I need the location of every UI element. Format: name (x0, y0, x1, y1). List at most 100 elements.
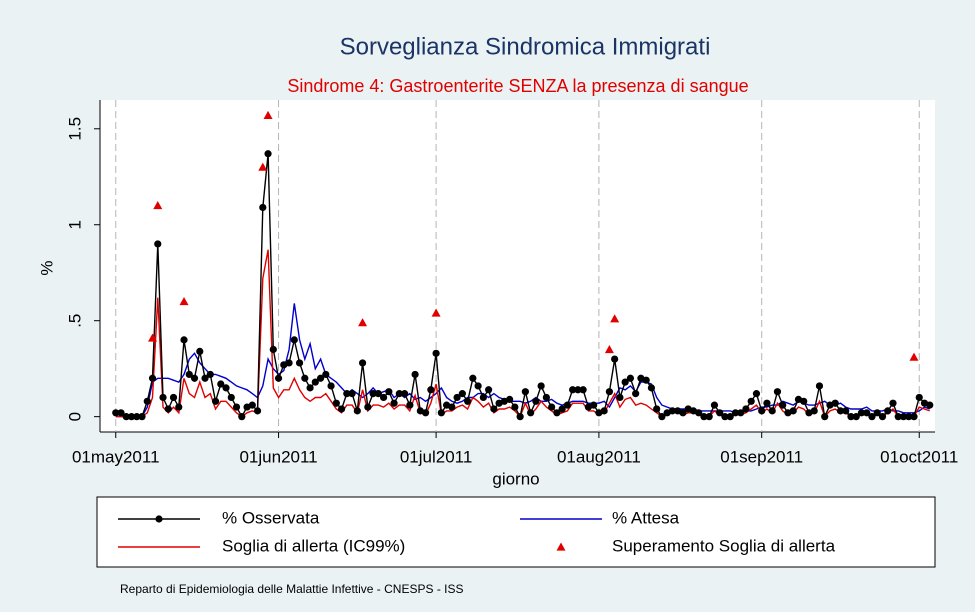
point (153, 201, 163, 210)
point (653, 405, 661, 413)
legend-marker (556, 542, 566, 551)
point (427, 386, 435, 394)
point (873, 409, 881, 417)
point (133, 413, 141, 421)
point (574, 386, 582, 394)
point (143, 397, 151, 405)
point (800, 397, 808, 405)
point (852, 413, 860, 421)
point (558, 405, 566, 413)
point (358, 318, 368, 327)
point (264, 150, 272, 158)
point (878, 413, 887, 421)
point (274, 374, 283, 382)
point (768, 407, 776, 415)
point (337, 405, 346, 413)
point (180, 336, 188, 344)
point (263, 110, 273, 119)
point (196, 347, 204, 355)
point (369, 390, 377, 398)
point (616, 393, 624, 402)
point (259, 203, 267, 212)
point (700, 413, 708, 421)
point (395, 390, 403, 398)
point (385, 388, 393, 396)
point (206, 370, 214, 379)
point (227, 393, 235, 402)
point (374, 390, 382, 398)
point (710, 401, 719, 409)
point (159, 393, 167, 402)
point (364, 403, 372, 411)
point (201, 374, 209, 382)
point (332, 399, 340, 407)
point (779, 401, 787, 409)
point (642, 376, 650, 384)
legend-box (96, 496, 936, 568)
point (752, 390, 761, 398)
point (773, 388, 782, 396)
point (758, 407, 766, 415)
point (857, 409, 866, 417)
point (716, 409, 724, 417)
point (626, 374, 635, 382)
point (905, 413, 913, 421)
point (390, 399, 398, 407)
point (647, 384, 656, 392)
point (311, 378, 319, 386)
point (668, 407, 677, 415)
point (909, 352, 919, 361)
point (248, 401, 256, 409)
point (358, 359, 367, 367)
point (322, 370, 330, 379)
point (863, 409, 871, 417)
plot-area (100, 100, 935, 432)
y-tick-label: 0 (65, 412, 84, 421)
point (179, 297, 189, 306)
point (285, 359, 293, 367)
point (185, 370, 193, 379)
point (731, 409, 740, 417)
point (154, 240, 162, 248)
point (400, 390, 409, 398)
point (726, 413, 734, 421)
point (316, 374, 325, 382)
point (232, 403, 241, 411)
point (164, 405, 172, 413)
point (169, 393, 178, 402)
chart-title: Sorveglianza Sindromica Immigrati (340, 33, 711, 60)
y-tick-label: 1 (65, 220, 84, 229)
point (537, 382, 545, 390)
point (579, 386, 587, 394)
legend-label: Soglia di allerta (IC99%) (222, 536, 405, 555)
point (222, 384, 230, 392)
point (632, 390, 640, 398)
point (238, 413, 246, 421)
point (868, 413, 876, 421)
point (469, 374, 477, 382)
point (889, 399, 897, 407)
point (899, 413, 908, 421)
x-tick-label: 01jul2011 (400, 447, 472, 466)
point (348, 390, 356, 398)
point (437, 409, 445, 417)
point (506, 395, 514, 403)
y-axis-label: % (37, 260, 56, 275)
point (464, 397, 472, 405)
point (406, 401, 414, 409)
point (290, 336, 298, 344)
point (458, 390, 466, 398)
y-tick-label: 1.5 (65, 117, 84, 141)
point (490, 405, 498, 413)
point (910, 413, 918, 421)
point (548, 403, 556, 411)
legend-label: % Osservata (222, 508, 320, 527)
point (411, 370, 419, 379)
point (590, 401, 598, 409)
point (831, 399, 839, 407)
point (621, 378, 629, 386)
chart-subtitle: Sindrome 4: Gastroenterite SENZA la pres… (287, 76, 748, 96)
point (148, 333, 158, 342)
point (815, 382, 824, 390)
